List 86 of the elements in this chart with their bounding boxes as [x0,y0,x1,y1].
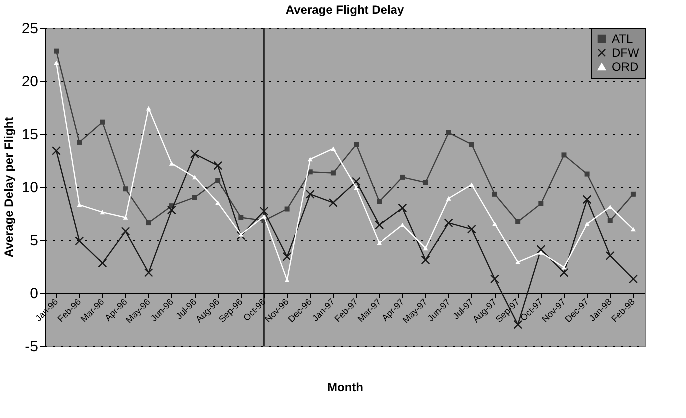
point [54,60,60,66]
point [492,192,498,197]
y-tick-label: 25 [22,20,38,38]
point [377,241,382,246]
point [238,232,244,237]
point [538,201,544,206]
point [490,274,500,284]
point [538,250,544,255]
point [308,157,313,162]
point [306,190,315,199]
point [421,256,430,265]
point [352,177,362,186]
point [584,222,590,226]
y-tick-label: 5 [30,232,38,250]
point [423,180,428,186]
x-axis-title: Month [328,380,364,394]
point [423,246,428,251]
point [492,222,498,226]
point [536,245,546,254]
chart-title: Average Flight Delay [286,3,404,17]
point [328,198,338,208]
point [608,204,613,210]
y-tick-label: 10 [22,180,38,196]
point [398,204,408,213]
point [354,142,360,148]
point [216,200,221,206]
point [628,274,638,284]
point [169,162,174,166]
point [75,236,84,246]
point [469,182,474,188]
point [582,195,592,204]
point [77,202,82,208]
point [446,130,452,136]
point [98,258,108,268]
point [446,196,452,201]
point [400,222,406,228]
point [584,172,590,177]
point [146,106,152,111]
point [375,220,384,230]
legend-label: DFW [612,46,640,60]
point [260,206,269,216]
y-tick-label: 20 [22,74,38,90]
point [192,175,198,180]
point [444,218,454,228]
point [262,214,267,219]
point [560,268,569,278]
point [77,140,82,145]
point [606,251,615,260]
y-axis-title: Average Delay per Flight [2,117,16,258]
point [192,195,198,200]
y-tick-label: 15 [22,126,38,144]
point [238,215,244,220]
point [123,186,128,192]
point [469,142,474,148]
point [354,186,360,190]
point [400,174,406,180]
point [100,210,106,215]
point [144,268,154,278]
point [330,146,336,152]
point [100,120,106,125]
point [167,206,176,215]
point [146,220,152,226]
point [123,216,128,220]
point [214,161,223,170]
point [630,192,636,197]
point [330,170,336,176]
point [190,150,200,159]
y-tick-label: 0 [30,286,38,302]
point [54,48,60,54]
legend-label: ATL [612,32,634,46]
point [52,146,62,156]
point [516,260,521,264]
point [121,227,130,236]
point [377,199,382,204]
point [608,218,613,224]
point [282,252,292,262]
y-tick-label: -5 [25,338,38,356]
point [216,178,221,184]
point [630,227,636,232]
point [562,265,567,270]
legend-label: ORD [612,60,639,74]
point [516,219,521,224]
point [562,152,567,158]
point [284,206,290,212]
point [236,231,246,240]
point [467,224,476,234]
